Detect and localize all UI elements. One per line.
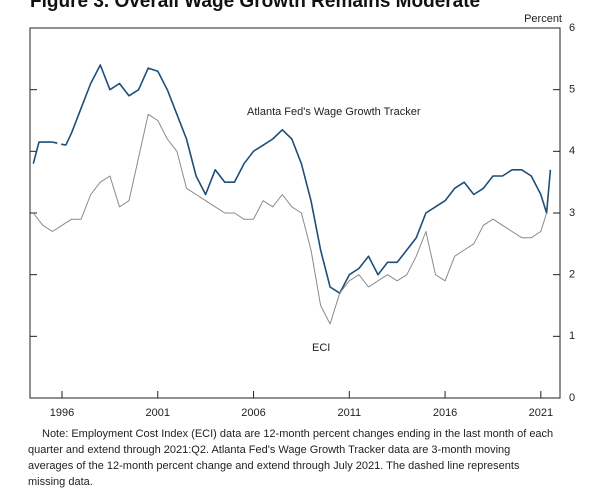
y-tick-label: 0: [569, 392, 575, 404]
y-axis-label: Percent: [524, 13, 562, 25]
x-tick-label: 2016: [433, 407, 457, 419]
y-tick-label: 1: [569, 330, 575, 342]
series-line: [65, 64, 552, 294]
chart-title: Figure 3. Overall Wage Growth Remains Mo…: [30, 0, 481, 12]
y-tick-label: 3: [569, 207, 575, 219]
x-tick-label: 2011: [337, 407, 361, 419]
missing-data-dash: [52, 141, 66, 146]
series-label: Atlanta Fed's Wage Growth Tracker: [247, 106, 421, 118]
series-line: [32, 141, 53, 164]
x-tick-label: 2001: [146, 407, 170, 419]
x-tick-label: 2021: [529, 407, 553, 419]
note: Note: Employment Cost Index (ECI) data a…: [28, 428, 554, 488]
y-tick-label: 2: [569, 269, 575, 281]
plot-frame: [29, 27, 561, 399]
x-tick-label: 1996: [50, 407, 74, 419]
x-tick-label: 2006: [241, 407, 265, 419]
y-tick-label: 5: [569, 84, 575, 96]
series-label: ECI: [312, 342, 330, 354]
y-tick-label: 6: [569, 22, 575, 34]
y-tick-label: 4: [569, 145, 575, 157]
series-line: [32, 113, 548, 325]
chart: Percent 0 1 2 3 4 5 6 1996 2001 2006 2011 2016 2021 A…: [29, 13, 575, 419]
